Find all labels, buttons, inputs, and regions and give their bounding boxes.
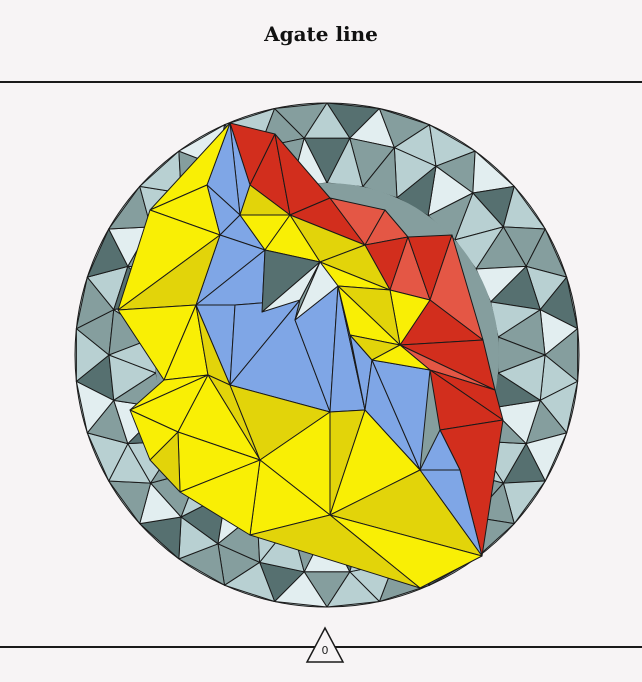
yellow-tile[interactable] — [371, 344, 431, 371]
puzzle-board[interactable] — [0, 83, 642, 645]
yellow-tile[interactable] — [149, 431, 181, 493]
yellow-tile[interactable] — [249, 514, 421, 589]
move-counter-button[interactable]: 0 — [304, 626, 346, 664]
rim-tile[interactable] — [472, 150, 515, 194]
header: Agate line — [0, 0, 642, 83]
rim-tile[interactable] — [139, 516, 182, 560]
grey-tile[interactable] — [294, 261, 339, 321]
triangulated-disc[interactable] — [0, 83, 642, 645]
triangle-icon — [305, 626, 345, 663]
yellow-tile[interactable] — [179, 459, 261, 536]
move-counter-value: 0 — [321, 644, 329, 657]
puzzle-title: Agate line — [264, 21, 378, 46]
